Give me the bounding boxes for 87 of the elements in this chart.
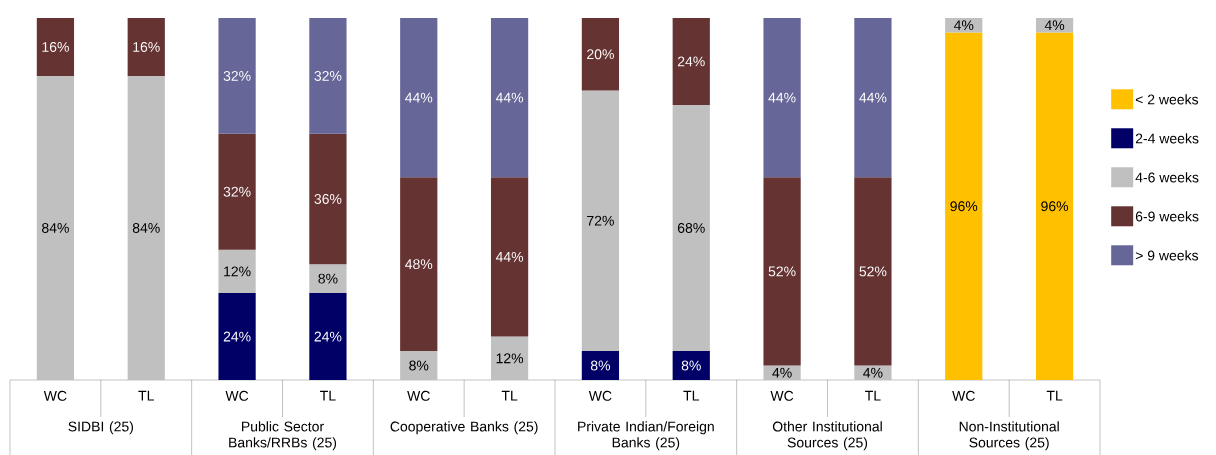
data-label: 24%: [314, 331, 342, 342]
data-label: 44%: [859, 92, 887, 103]
bar: [581, 351, 620, 380]
bar: [945, 32, 983, 380]
text: Non-Institutional Sources (25): [959, 421, 1059, 451]
x-tick-label: TL: [501, 390, 518, 401]
data-label: 52%: [859, 266, 887, 277]
data-label: 44%: [495, 92, 524, 103]
data-label: 4%: [1044, 20, 1065, 31]
bar: [581, 90, 620, 352]
data-label: 68%: [677, 223, 705, 233]
data-label: 48%: [405, 259, 433, 270]
data-label: 8%: [409, 360, 429, 371]
x-tick-label: TL: [683, 390, 699, 401]
data-label: 12%: [224, 266, 251, 277]
data-label: 24%: [223, 331, 251, 342]
data-label: 4%: [953, 20, 974, 31]
bar: [309, 133, 347, 265]
x-tick-label: WC: [952, 390, 975, 401]
bar: [309, 293, 347, 380]
text: SIDBI (25): [68, 421, 134, 435]
text: Private Indian/Foreign Banks (25): [578, 421, 714, 451]
bar: [218, 249, 256, 294]
legend-label: 4-6 weeks: [1135, 172, 1199, 183]
data-label: 44%: [495, 252, 524, 262]
x-tick-label: WC: [43, 390, 67, 401]
x-tick-label: WC: [407, 390, 430, 401]
x-tick-label: TL: [1046, 390, 1063, 401]
x-tick-label: TL: [138, 390, 154, 401]
data-label: 16%: [42, 41, 69, 52]
text: Cooperative Banks (25): [390, 421, 538, 435]
bar: [763, 18, 801, 178]
data-label: 16%: [133, 41, 160, 52]
data-label: 44%: [768, 92, 796, 103]
data-label: 4%: [863, 367, 883, 378]
data-label: 32%: [223, 70, 251, 81]
bar: [763, 177, 801, 366]
data-label: 72%: [587, 215, 614, 226]
bar: [854, 18, 892, 178]
data-label: 32%: [314, 70, 342, 81]
bar: [127, 18, 165, 76]
data-label: 4%: [772, 367, 792, 378]
x-tick-label: TL: [320, 390, 336, 401]
legend-label: > 9 weeks: [1135, 250, 1199, 261]
x-tick-label: TL: [865, 390, 881, 401]
bar: [218, 133, 256, 250]
data-label: 84%: [132, 223, 160, 233]
bar: [672, 18, 710, 105]
legend-label: < 2 weeks: [1135, 94, 1199, 105]
bar: [218, 293, 256, 380]
data-label: 8%: [681, 360, 701, 371]
text: Other Institutional Sources (25): [772, 421, 882, 451]
bar: [309, 18, 347, 134]
x-tick-label: WC: [225, 390, 249, 401]
data-label: 24%: [677, 56, 705, 67]
bar: [36, 18, 75, 76]
bar: [218, 18, 256, 134]
bar: [490, 18, 529, 178]
x-tick-label: WC: [770, 390, 794, 401]
bar: [490, 177, 529, 337]
data-label: 96%: [1041, 201, 1069, 212]
bar: [309, 264, 347, 294]
bar: [854, 177, 892, 366]
bar: [400, 177, 438, 352]
data-label: 8%: [318, 273, 338, 284]
data-label: 32%: [223, 186, 251, 197]
legend-label: 2-4 weeks: [1135, 133, 1199, 144]
bar: [581, 18, 620, 91]
data-label: 96%: [950, 201, 978, 212]
bar: [672, 351, 710, 380]
data-label: 20%: [587, 49, 614, 60]
data-label: 8%: [590, 360, 611, 371]
bar: [490, 336, 529, 380]
bar: [400, 18, 438, 178]
bar: [127, 75, 165, 380]
x-tick-label: WC: [588, 390, 612, 401]
legend-label: 6-9 weeks: [1135, 211, 1199, 222]
data-label: 44%: [405, 92, 433, 103]
data-label: 12%: [496, 353, 524, 364]
bar: [1035, 32, 1074, 380]
data-label: 52%: [768, 266, 796, 277]
bar: [36, 75, 75, 380]
bar: [672, 104, 710, 352]
text: Public Sector Banks/RRBs (25): [229, 421, 337, 451]
bar: [400, 351, 438, 380]
data-label: 36%: [314, 194, 342, 204]
data-label: 84%: [42, 223, 69, 233]
